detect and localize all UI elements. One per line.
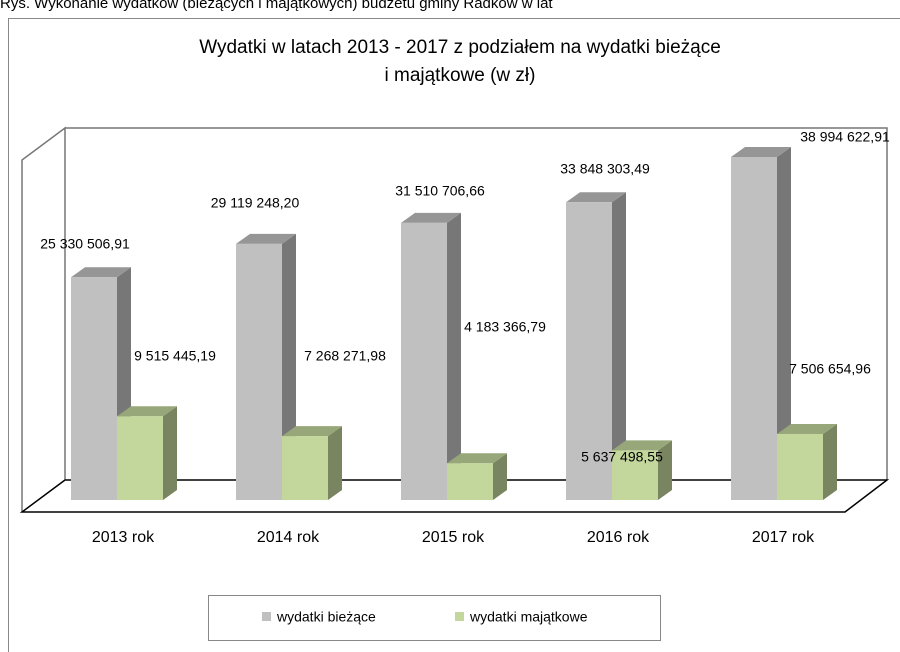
bar xyxy=(117,416,163,500)
bar-top xyxy=(566,192,626,203)
bar-top xyxy=(401,212,461,223)
bar-side xyxy=(823,423,837,500)
bar-top xyxy=(731,147,791,157)
legend-box xyxy=(208,595,661,641)
value-label: 7 506 654,96 xyxy=(789,361,871,377)
left-wall xyxy=(21,126,66,512)
value-label: 38 994 622,91 xyxy=(800,129,890,145)
bar xyxy=(731,157,777,500)
bar xyxy=(612,450,658,500)
bar-side xyxy=(163,406,177,500)
back-wall xyxy=(65,127,888,480)
bar-top xyxy=(612,440,672,451)
bar-side xyxy=(658,440,672,500)
value-label: 31 510 706,66 xyxy=(395,183,485,199)
x-tick-label: 2016 rok xyxy=(587,529,650,546)
x-tick-label: 2015 rok xyxy=(422,529,485,546)
bar-top xyxy=(236,233,296,244)
bar xyxy=(401,222,447,500)
value-label: 5 637 498,55 xyxy=(581,449,663,465)
chart-border xyxy=(8,18,900,652)
bar xyxy=(71,277,117,500)
value-label: 25 330 506,91 xyxy=(40,236,130,252)
bar xyxy=(777,433,823,500)
bar-side xyxy=(493,453,507,500)
x-tick-label: 2013 rok xyxy=(92,529,155,546)
value-label: 4 183 366,79 xyxy=(464,319,546,335)
x-tick-label: 2014 rok xyxy=(257,529,320,546)
legend-swatch xyxy=(455,612,464,621)
value-label: 29 119 248,20 xyxy=(211,195,300,211)
caption: Rys. Wykonanie wydatków (bieżących i maj… xyxy=(0,0,553,12)
bar-top xyxy=(117,406,177,417)
chart-title: Wydatki w latach 2013 - 2017 z podziałem… xyxy=(199,37,721,58)
bar xyxy=(236,243,282,500)
bar-side xyxy=(612,192,626,500)
value-label: 7 268 271,98 xyxy=(304,348,386,364)
bar xyxy=(282,436,328,500)
bar-side xyxy=(328,426,342,500)
legend-swatch xyxy=(262,612,271,621)
bar-side xyxy=(777,147,791,500)
bar-side xyxy=(447,212,461,500)
bar xyxy=(447,463,493,500)
bar-top xyxy=(282,426,342,437)
chart-subtitle: i majątkowe (w zł) xyxy=(385,65,536,86)
x-tick-label: 2017 rok xyxy=(752,529,815,546)
value-label: 33 848 303,49 xyxy=(560,161,650,177)
legend-label: wydatki majątkowe xyxy=(469,609,588,625)
bar-top xyxy=(71,267,131,278)
bar-top xyxy=(777,423,837,434)
legend-label: wydatki bieżące xyxy=(276,609,376,625)
bar xyxy=(566,202,612,500)
value-label: 9 515 445,19 xyxy=(134,348,216,364)
bar-top xyxy=(447,453,507,464)
